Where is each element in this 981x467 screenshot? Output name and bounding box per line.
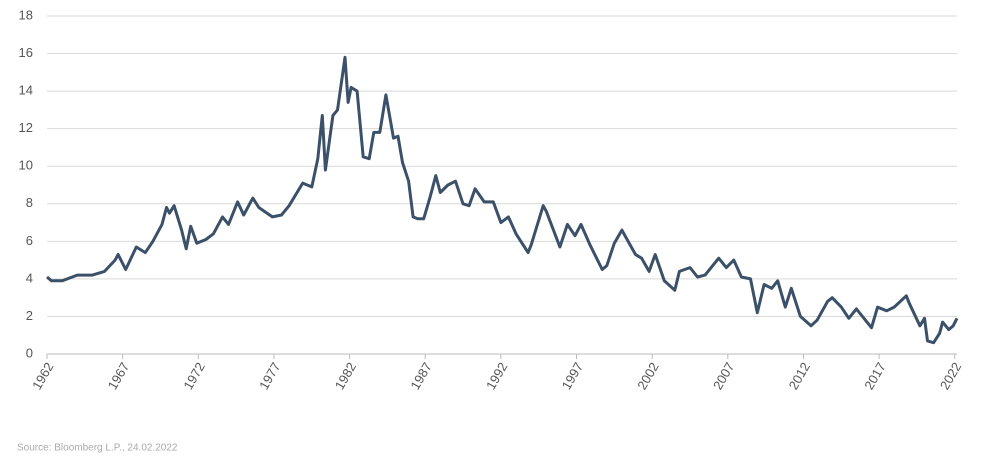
x-tick-label: 1967: [105, 360, 132, 393]
x-tick-label: 1997: [559, 360, 586, 393]
x-tick-label: 1977: [256, 360, 283, 393]
x-tick-label: 2007: [710, 360, 737, 393]
x-tick-label: 1987: [407, 360, 434, 393]
y-tick-label: 6: [26, 233, 33, 248]
y-tick-label: 16: [19, 45, 33, 60]
source-note: Source: Bloomberg L.P., 24.02.2022: [17, 443, 178, 454]
x-tick-label: 2002: [634, 360, 661, 393]
x-tick-label: 2017: [861, 360, 888, 393]
y-tick-label: 10: [19, 158, 33, 173]
x-tick-label: 1982: [332, 360, 359, 393]
data-line: [46, 55, 959, 345]
x-tick-label: 1962: [29, 360, 56, 393]
x-tick-label: 1972: [180, 360, 207, 393]
x-tick-label: 1992: [483, 360, 510, 393]
x-tick-label: 2022: [937, 360, 964, 393]
y-tick-label: 2: [26, 308, 33, 323]
y-tick-label: 14: [19, 83, 33, 98]
y-tick-label: 12: [19, 120, 33, 135]
y-tick-label: 8: [26, 195, 33, 210]
y-tick-label: 18: [19, 7, 33, 22]
y-tick-label: 4: [26, 270, 33, 285]
x-tick-label: 2012: [786, 360, 813, 393]
y-tick-label: 0: [26, 345, 33, 360]
